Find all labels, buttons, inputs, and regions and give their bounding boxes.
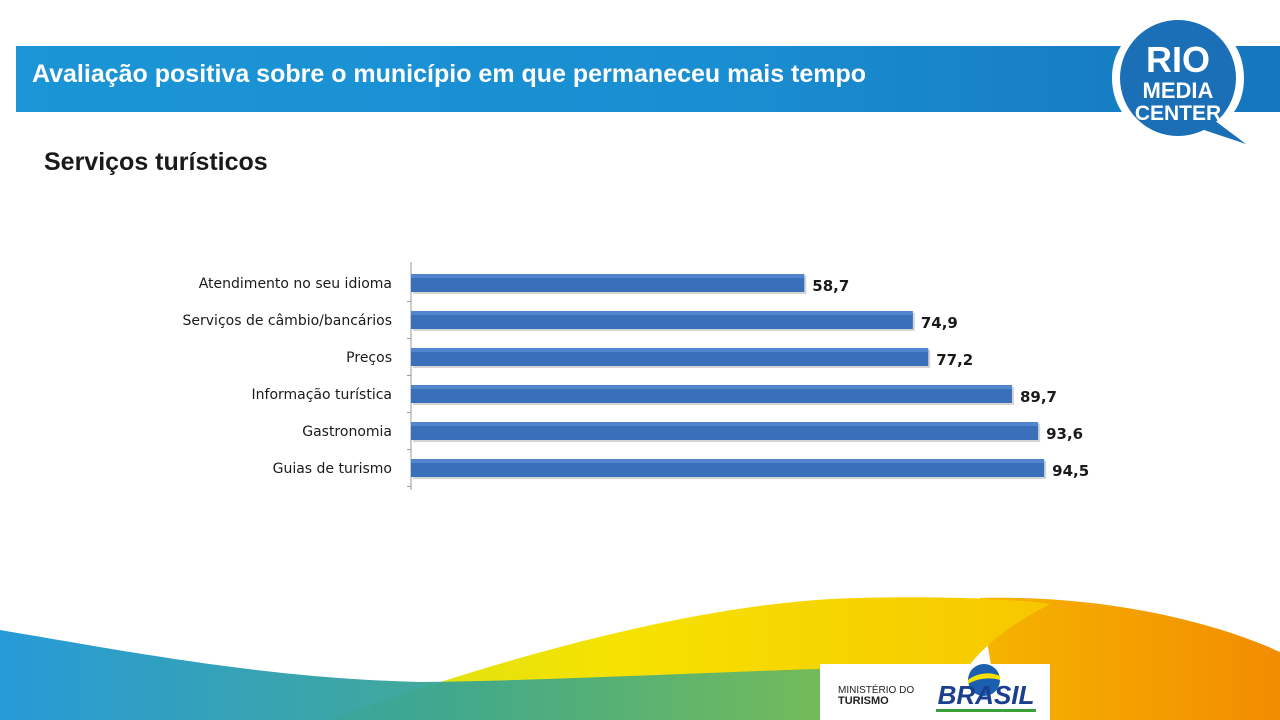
logo-line2: MEDIA [1143, 78, 1214, 103]
bar [411, 459, 1045, 477]
bar [411, 385, 1012, 403]
footer-blue-green-wave [0, 630, 1040, 720]
data-label: 89,7 [1020, 388, 1057, 406]
brasil-underline [936, 709, 1036, 712]
bar [411, 311, 913, 329]
category-label: Preços [346, 350, 392, 366]
ministerio-line1: MINISTÉRIO DO [838, 685, 915, 696]
ministerio-do-turismo-logo: MINISTÉRIO DO TURISMO [838, 685, 914, 707]
bar-highlight [411, 348, 929, 352]
logo-bubble-circle [1120, 20, 1236, 136]
brasil-wordmark: BRASIL [938, 680, 1035, 710]
data-label: 58,7 [812, 277, 849, 295]
category-label: Serviços de câmbio/bancários [183, 313, 392, 329]
brasil-government-logo: BRASIL [936, 664, 1036, 712]
bar-highlight [411, 422, 1039, 426]
bar [411, 422, 1039, 440]
data-label: 74,9 [921, 314, 958, 332]
category-label: Atendimento no seu idioma [199, 276, 392, 292]
bar-highlight [411, 311, 913, 315]
brasil-globe-icon [968, 664, 1000, 696]
logo-line3: CENTER [1135, 102, 1221, 125]
category-label: Gastronomia [302, 424, 392, 440]
bar [411, 348, 929, 366]
logo-bubble-tail [1204, 120, 1246, 144]
data-label: 93,6 [1046, 425, 1083, 443]
header-band [16, 46, 1280, 112]
brasil-globe-band [968, 673, 1000, 684]
bar-highlight [411, 385, 1012, 389]
rio-media-center-logo: RIO MEDIA CENTER [1112, 18, 1250, 146]
chart-subtitle: Serviços turísticos [44, 148, 268, 176]
data-label: 94,5 [1052, 462, 1089, 480]
bar-highlight [411, 274, 805, 278]
page-title: Avaliação positiva sobre o município em … [32, 60, 867, 88]
footer-decoration [0, 597, 1280, 720]
bar-highlight [411, 459, 1045, 463]
footer-orange-wave [980, 597, 1280, 720]
data-label: 77,2 [936, 351, 973, 369]
category-label: Guias de turismo [273, 461, 392, 477]
logo-line1: RIO [1146, 39, 1210, 80]
bar [411, 274, 805, 292]
category-label: Informação turística [252, 387, 392, 403]
ministerio-line2: TURISMO [838, 695, 889, 707]
